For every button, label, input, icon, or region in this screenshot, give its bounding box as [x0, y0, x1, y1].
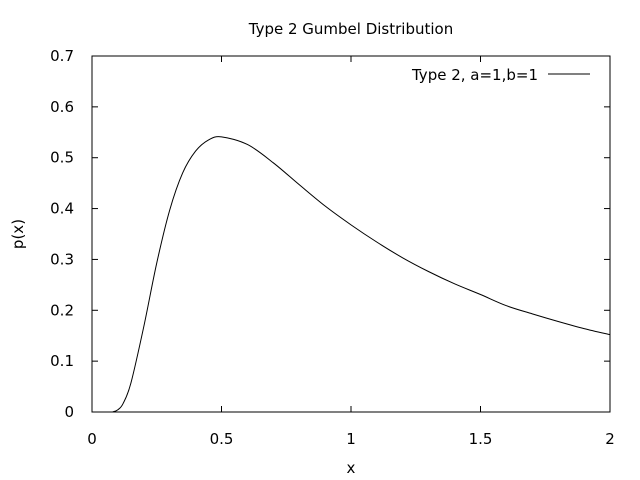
x-tick-label: 0.5	[210, 430, 234, 448]
series-layer	[92, 136, 611, 413]
plot-frame	[91, 55, 611, 413]
x-tick-label: 1	[346, 430, 356, 448]
legend: Type 2, a=1,b=1	[411, 66, 590, 84]
y-axis-ticks: 0 0.1 0.2 0.3 0.4 0.5 0.6 0.7	[50, 47, 610, 421]
chart-title: Type 2 Gumbel Distribution	[248, 20, 453, 38]
y-tick-label: 0.1	[50, 352, 74, 370]
y-tick-label: 0.4	[50, 200, 74, 218]
y-axis-label: p(x)	[9, 219, 27, 249]
legend-label: Type 2, a=1,b=1	[411, 66, 538, 84]
x-tick-label: 2	[605, 430, 615, 448]
x-axis-label: x	[347, 459, 356, 477]
x-tick-label: 0	[87, 430, 97, 448]
x-tick-label: 1.5	[469, 430, 493, 448]
y-tick-label: 0.3	[50, 250, 74, 268]
y-tick-label: 0.7	[50, 47, 74, 65]
y-tick-label: 0.5	[50, 149, 74, 167]
y-tick-label: 0	[64, 403, 74, 421]
y-tick-label: 0.6	[50, 98, 74, 116]
x-axis-ticks: 0 0.5 1 1.5 2	[87, 56, 615, 448]
series-line	[92, 136, 611, 413]
y-tick-label: 0.2	[50, 301, 74, 319]
